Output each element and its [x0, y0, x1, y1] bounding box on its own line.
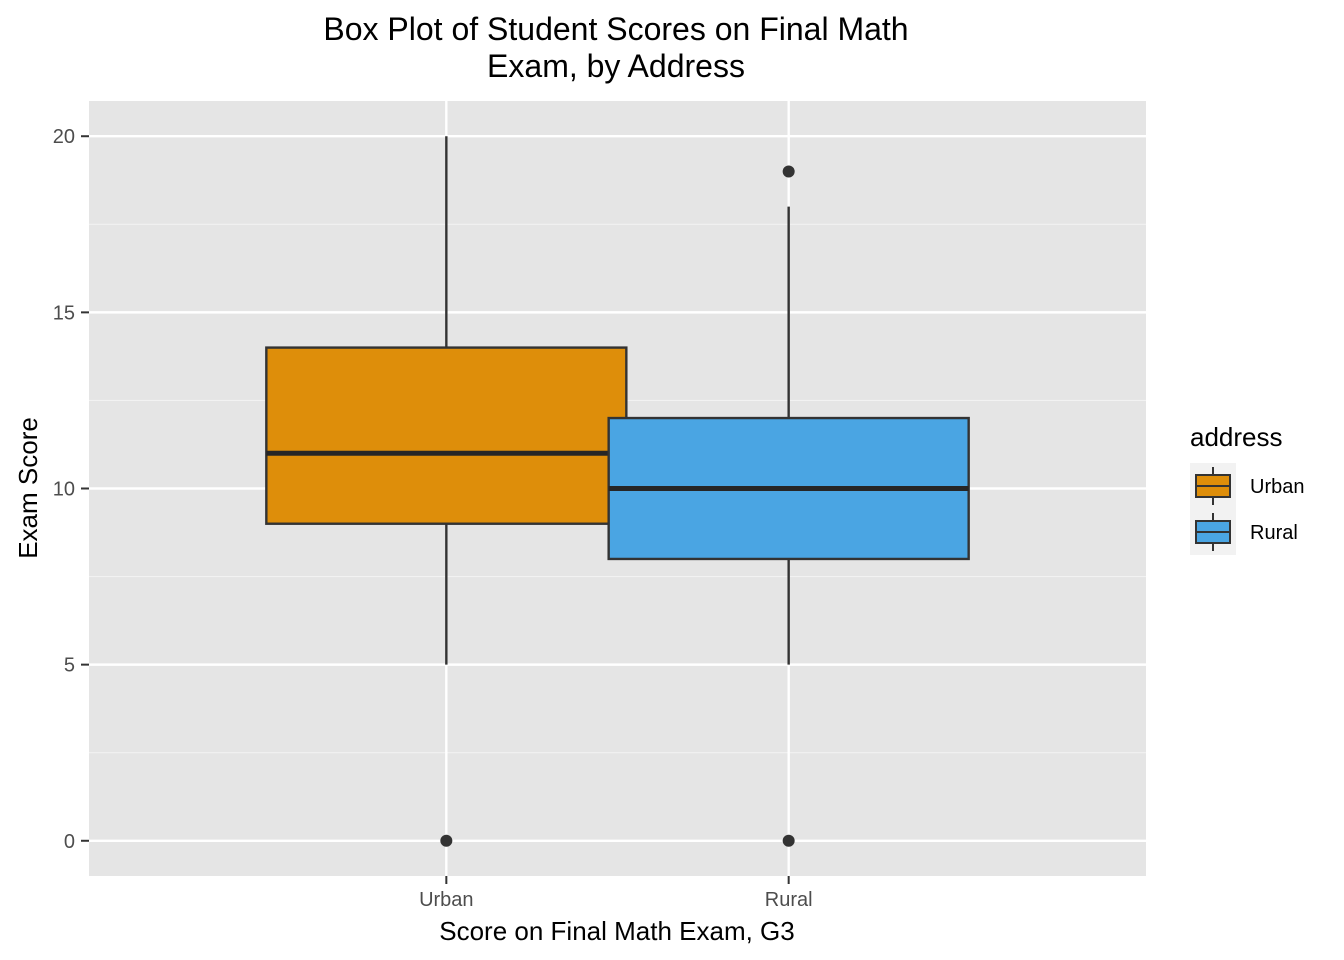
legend-label-rural: Rural	[1250, 522, 1298, 544]
chart-title-line1: Box Plot of Student Scores on Final Math	[323, 11, 908, 47]
legend: address Urban Rural	[1190, 422, 1304, 555]
y-axis-title: Exam Score	[13, 417, 43, 559]
legend-title: address	[1190, 422, 1283, 452]
outlier-point	[440, 834, 453, 847]
box-iqr	[265, 346, 628, 525]
outlier-point	[782, 834, 795, 847]
y-tick-label: 20	[53, 126, 75, 148]
y-tick-label: 15	[53, 302, 75, 324]
x-tick-label: Urban	[419, 889, 473, 911]
x-axis-title: Score on Final Math Exam, G3	[439, 916, 794, 946]
y-tick-label: 10	[53, 479, 75, 501]
legend-key-rural	[1190, 509, 1236, 555]
y-tick-label: 5	[64, 655, 75, 677]
plot-area: 0 5 10 15 20 Urban Rural	[53, 101, 1146, 911]
chart-title-line2: Exam, by Address	[487, 48, 745, 84]
legend-label-urban: Urban	[1250, 476, 1304, 498]
y-tick-label: 0	[64, 831, 75, 853]
x-tick-label: Rural	[765, 889, 813, 911]
outlier-point	[782, 165, 795, 178]
box-rural	[607, 165, 970, 847]
legend-key-urban	[1190, 463, 1236, 509]
